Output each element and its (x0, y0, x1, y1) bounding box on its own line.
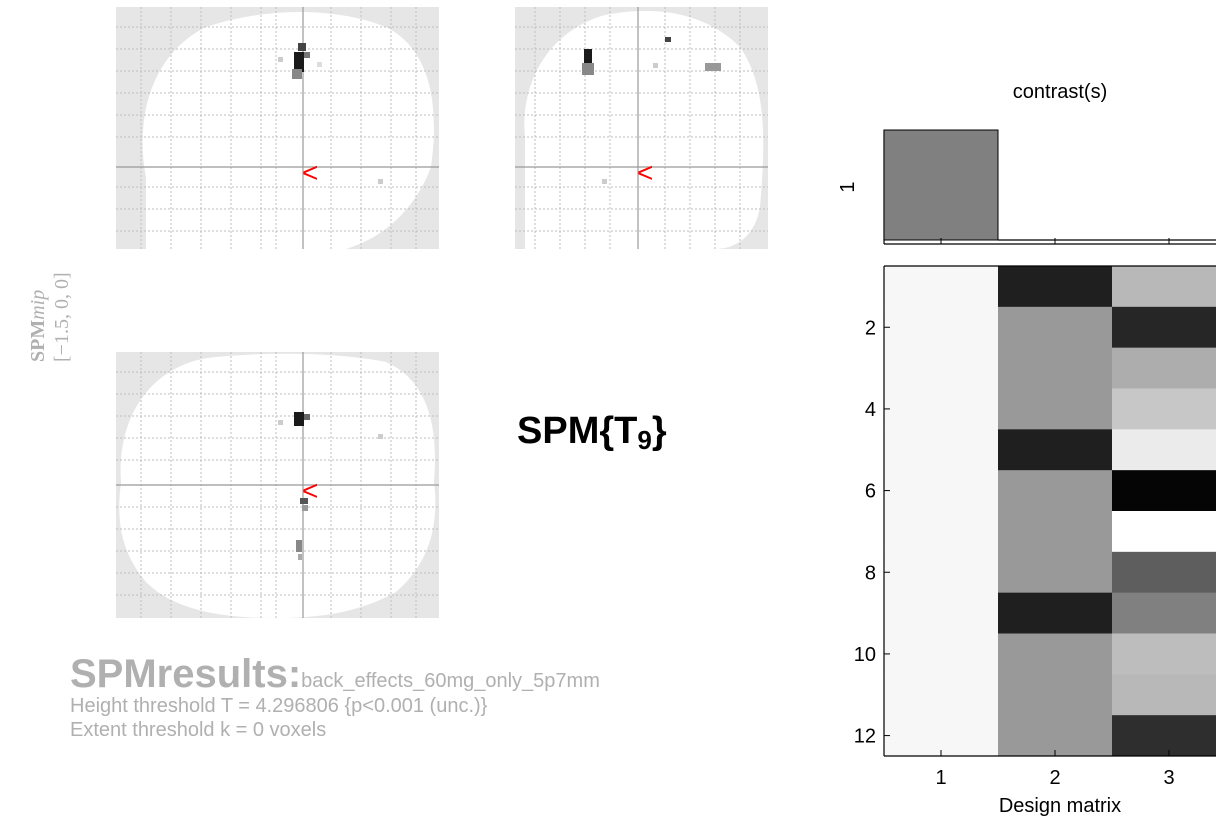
design-matrix-cell (884, 347, 999, 389)
results-title-line: SPMresults:back_effects_60mg_only_5p7mm (70, 654, 600, 694)
extent-threshold: Extent threshold k = 0 voxels (70, 719, 327, 741)
contrast-plot: 1 (837, 129, 1216, 245)
cursor-marker: < (302, 475, 318, 506)
activation-blob (317, 62, 322, 67)
brain-outline (119, 353, 436, 618)
dm-x-tick-label: 2 (1049, 767, 1060, 789)
statistic-df: 9 (637, 425, 652, 455)
activation-blob (298, 43, 306, 51)
activation-blob (665, 37, 671, 42)
contrast-bar (883, 129, 999, 241)
design-matrix-cell (1112, 674, 1216, 716)
statistic-prefix: SPM{T (517, 410, 638, 452)
design-matrix-cell (998, 429, 1113, 471)
activation-blob (298, 554, 302, 560)
dm-y-tick-label: 10 (854, 644, 876, 666)
activation-blob (296, 540, 302, 552)
activation-blob (302, 505, 308, 511)
design-matrix-cell (998, 306, 1113, 349)
design-matrix-cell (884, 388, 999, 430)
cursor-marker: < (637, 157, 653, 188)
design-matrix-cell (1112, 347, 1216, 389)
design-matrix-cell (884, 674, 999, 716)
design-matrix-cell (884, 633, 999, 675)
activation-blob (304, 52, 310, 58)
activation-blob (278, 420, 283, 425)
results-title: SPMresults: (70, 652, 302, 696)
design-matrix-cell (884, 592, 999, 634)
activation-blob (294, 52, 304, 72)
activation-blob (304, 414, 310, 420)
design-matrix-cell (1112, 429, 1216, 471)
design-matrix-cell (998, 511, 1113, 553)
design-matrix-cell (998, 551, 1113, 594)
mip-vertical-label: SPMmip [−1.5, 0, 0] (14, 232, 74, 372)
design-matrix-cell (1112, 306, 1216, 349)
design-matrix-cell (998, 633, 1113, 675)
design-matrix-cell (998, 592, 1113, 634)
design-matrix-cell (884, 266, 999, 308)
mip-title: SPMmip (27, 290, 49, 362)
design-matrix-cell (998, 347, 1113, 389)
brain-outline (524, 10, 764, 249)
design-matrix-cell (1112, 715, 1216, 757)
mip-axial-svg[interactable]: < (116, 352, 439, 618)
design-matrix-cell (1112, 266, 1216, 308)
design-matrix-cell (998, 388, 1113, 430)
design-matrix-cell (884, 470, 999, 512)
mip-axial-view[interactable]: < (116, 352, 439, 618)
design-matrix-cell (884, 551, 999, 594)
contrast-row-label: 1 (837, 181, 859, 192)
dm-x-tick-label: 1 (935, 767, 946, 789)
dm-y-tick-label: 4 (865, 399, 876, 421)
dm-y-tick-label: 2 (865, 317, 876, 339)
design-matrix-cell (1112, 592, 1216, 634)
activation-blob (294, 412, 304, 426)
design-matrix-cell (998, 715, 1113, 757)
cursor-marker: < (302, 157, 318, 188)
results-filename: back_effects_60mg_only_5p7mm (301, 670, 600, 692)
brain-outline (142, 12, 434, 249)
dm-y-tick-label: 12 (854, 726, 876, 748)
statistic-label: SPM{T9} (517, 410, 667, 455)
dm-y-tick-label: 6 (865, 481, 876, 503)
design-matrix-panel[interactable]: contrast(s) 1 2 4 6 8 10 12 1 2 3 Design matrix (820, 70, 1216, 827)
design-matrix-cell (998, 470, 1113, 512)
design-matrix-xlabel: Design matrix (999, 795, 1121, 817)
mip-coronal-view[interactable]: < (515, 7, 768, 249)
design-matrix-cell (884, 511, 999, 553)
height-threshold: Height threshold T = 4.296806 {p<0.001 (… (70, 695, 488, 717)
mip-coronal-svg[interactable]: < (515, 7, 768, 249)
design-matrix-cell (884, 429, 999, 471)
activation-blob (602, 179, 607, 184)
design-matrix-cell (1112, 388, 1216, 430)
activation-blob (292, 69, 302, 79)
activation-blob (653, 63, 658, 68)
design-matrix-cell (1112, 470, 1216, 512)
statistic-suffix: } (651, 410, 667, 452)
activation-blob (278, 57, 283, 62)
design-matrix-cell (884, 715, 999, 757)
design-matrix-cell (1112, 511, 1216, 553)
activation-blob (705, 63, 721, 71)
design-matrix-cell (884, 306, 999, 349)
design-matrix-cell (1112, 633, 1216, 675)
activation-blob (584, 49, 592, 65)
results-summary: SPMresults:back_effects_60mg_only_5p7mm … (70, 654, 600, 742)
contrast-title: contrast(s) (1013, 81, 1107, 103)
design-matrix-cell (998, 266, 1113, 308)
dm-x-tick-label: 3 (1163, 767, 1174, 789)
activation-blob (378, 434, 383, 439)
activation-blob (300, 498, 308, 504)
mip-sagittal-svg[interactable]: < (116, 7, 439, 249)
design-matrix-cell (998, 674, 1113, 716)
dm-y-tick-label: 8 (865, 562, 876, 584)
design-matrix-cell (1112, 551, 1216, 594)
activation-blob (378, 179, 383, 184)
mip-coords: [−1.5, 0, 0] (51, 272, 73, 362)
mip-sagittal-view[interactable]: < (116, 7, 439, 249)
activation-blob (582, 63, 594, 75)
